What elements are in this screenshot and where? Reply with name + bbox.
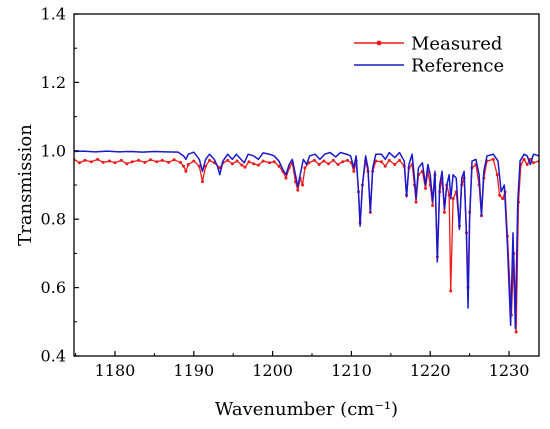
measured-data-point [143, 160, 147, 164]
measured-data-point [155, 160, 159, 164]
measured-data-point [491, 157, 495, 161]
measured-data-point [522, 157, 526, 161]
measured-data-point [531, 161, 535, 165]
measured-data-point [137, 158, 141, 162]
measured-data-point [331, 158, 335, 162]
measured-data-point [514, 330, 518, 334]
measured-data-point [256, 163, 260, 167]
measured-data-point [184, 169, 188, 173]
y-tick-label: 1.4 [41, 5, 66, 24]
measured-data-point [252, 162, 256, 166]
measured-data-point [383, 164, 387, 168]
x-tick-label: 1210 [331, 361, 372, 380]
series-layer [74, 150, 539, 334]
legend-label-measured: Measured [411, 34, 502, 55]
x-tick-label: 1200 [252, 361, 293, 380]
measured-data-point [113, 161, 117, 165]
measured-data-point [89, 160, 93, 164]
measured-data-point [204, 164, 208, 168]
series-line-reference [74, 150, 539, 330]
measured-data-point [322, 159, 326, 163]
measured-data-point [230, 162, 234, 166]
measured-data-point [192, 159, 196, 163]
measured-data-point [352, 169, 356, 173]
measured-data-point [312, 158, 316, 162]
measured-data-point [182, 164, 186, 168]
measured-data-point [327, 162, 331, 166]
measured-data-point [186, 162, 190, 166]
measured-data-point [226, 158, 230, 162]
legend-marker-measured [376, 40, 382, 46]
measured-data-point [83, 158, 87, 162]
measured-data-point [296, 188, 300, 192]
measured-data-point [160, 158, 164, 162]
measured-data-point [424, 186, 428, 190]
x-tick-label: 1230 [489, 361, 530, 380]
measured-data-point [235, 159, 239, 163]
measured-data-point [341, 160, 345, 164]
measured-data-point [301, 183, 305, 187]
measured-data-point [125, 162, 129, 166]
measured-data-point [451, 197, 455, 201]
measured-data-point [208, 158, 212, 162]
measured-data-point [261, 159, 265, 163]
measured-data-point [96, 157, 100, 161]
measured-data-point [130, 160, 134, 164]
y-tick-label: 0.6 [41, 278, 66, 297]
measured-data-point [393, 162, 397, 166]
measured-data-point [107, 159, 111, 163]
measured-data-point [197, 164, 201, 168]
measured-data-point [240, 163, 244, 167]
y-tick-label: 0.4 [41, 347, 66, 366]
measured-data-point [267, 161, 271, 165]
measured-data-point [119, 158, 123, 162]
measured-data-point [303, 166, 307, 170]
measured-data-point [336, 162, 340, 166]
legend-label-reference: Reference [411, 56, 504, 77]
measured-data-point [178, 160, 182, 164]
measured-data-point [247, 160, 251, 164]
measured-data-point [317, 162, 321, 166]
x-tick-label: 1180 [95, 361, 136, 380]
measured-data-point [414, 200, 418, 204]
x-tick-label: 1220 [410, 361, 451, 380]
measured-data-point [498, 193, 502, 197]
x-axis-label: Wavenumber (cm⁻¹) [215, 399, 398, 420]
measured-data-point [167, 160, 171, 164]
measured-data-point [284, 176, 288, 180]
y-axis-label: Transmission [15, 124, 36, 246]
measured-data-point [495, 173, 499, 177]
legend: Measured Reference [354, 34, 504, 77]
measured-data-point [501, 197, 505, 201]
measured-data-point [200, 180, 204, 184]
y-tick-label: 0.8 [41, 210, 66, 229]
measured-data-point [525, 162, 529, 166]
measured-data-point [172, 158, 176, 162]
axis-ticks: 1180 1190 1200 1210 1220 1230 0.4 0.6 0.8 1.0 1.2 1… [41, 5, 530, 381]
measured-data-point [387, 158, 391, 162]
measured-data-point [148, 158, 152, 162]
measured-data-point [345, 158, 349, 162]
measured-data-point [398, 158, 401, 162]
y-tick-label: 1.2 [41, 73, 66, 92]
x-tick-label: 1190 [173, 361, 214, 380]
measured-data-point [243, 165, 247, 169]
measured-data-point [101, 160, 105, 164]
measured-data-point [272, 160, 276, 164]
y-tick-label: 1.0 [41, 141, 66, 160]
measured-data-point [449, 289, 453, 293]
measured-data-point [442, 210, 446, 214]
measured-data-point [379, 160, 383, 164]
measured-data-point [431, 204, 435, 208]
measured-data-point [277, 164, 281, 168]
measured-data-point [78, 161, 82, 165]
